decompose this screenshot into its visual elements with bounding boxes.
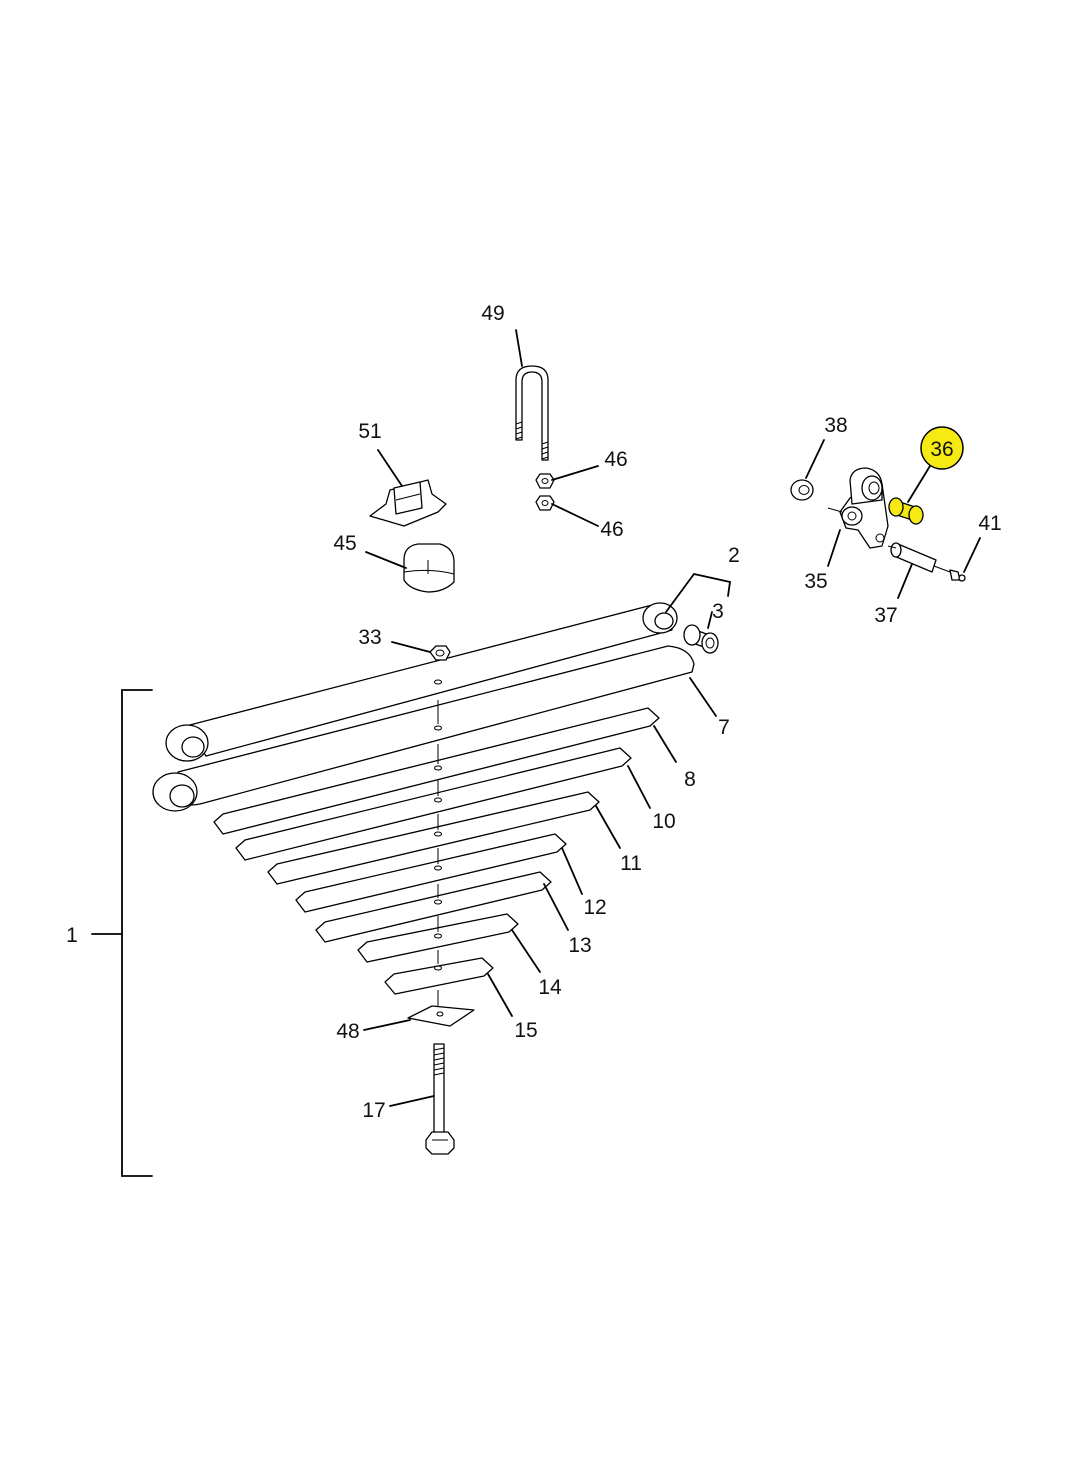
bushing-3[interactable]: [683, 624, 719, 654]
callout-10[interactable]: 10: [652, 810, 675, 833]
leaf-15[interactable]: [384, 957, 494, 995]
callout-15[interactable]: 15: [514, 1019, 537, 1042]
grease-fitting-41[interactable]: [949, 569, 966, 582]
washer-38[interactable]: [790, 479, 814, 501]
callout-1[interactable]: 1: [66, 924, 78, 947]
callout-13[interactable]: 13: [568, 934, 591, 957]
callout-41[interactable]: 41: [978, 512, 1001, 535]
bushing-36[interactable]: [888, 497, 924, 525]
callout-45[interactable]: 45: [333, 532, 356, 555]
spring-seat-51[interactable]: [369, 479, 447, 527]
callout-37[interactable]: 37: [874, 604, 897, 627]
callout-46-upper[interactable]: 46: [604, 448, 627, 471]
callout-48[interactable]: 48: [336, 1020, 359, 1043]
callout-11[interactable]: 11: [620, 852, 642, 875]
leader-lines: [363, 329, 981, 1107]
callout-labels: 49 51 46 46 45 33 2 3 7 8 10 11 12 13 14…: [66, 302, 1002, 1122]
callout-36-highlight: [920, 426, 964, 470]
callout-12[interactable]: 12: [583, 896, 606, 919]
callout-33[interactable]: 33: [358, 626, 381, 649]
nut-46-upper[interactable]: [535, 473, 555, 489]
callout-46-lower[interactable]: 46: [600, 518, 623, 541]
callout-49[interactable]: 49: [481, 302, 504, 325]
callout-35[interactable]: 35: [804, 570, 827, 593]
leaf-spring-stack: [152, 602, 695, 995]
leaf-8[interactable]: [213, 707, 660, 835]
center-bolt-17[interactable]: [425, 1043, 455, 1155]
callout-7[interactable]: 7: [718, 716, 730, 739]
leaf-2-front-eye: [642, 602, 678, 634]
leaf-7-eye: [152, 772, 198, 812]
leaf-11[interactable]: [267, 791, 600, 885]
callout-36[interactable]: 36: [930, 438, 953, 461]
leaf-13[interactable]: [315, 871, 552, 943]
leaf-2-rear-eye: [165, 724, 209, 762]
callout-38[interactable]: 38: [824, 414, 847, 437]
pin-37[interactable]: [887, 542, 951, 573]
bump-stop-45[interactable]: [403, 543, 455, 593]
nut-33[interactable]: [429, 645, 451, 661]
callout-3[interactable]: 3: [712, 600, 724, 623]
nut-46-lower[interactable]: [535, 495, 555, 511]
shackle-35[interactable]: [827, 467, 889, 549]
callout-14[interactable]: 14: [538, 976, 562, 999]
callout-51[interactable]: 51: [358, 420, 381, 443]
leaf-12[interactable]: [295, 833, 567, 913]
callout-17[interactable]: 17: [362, 1099, 385, 1122]
callout-8[interactable]: 8: [684, 768, 696, 791]
leaf-10[interactable]: [235, 747, 632, 861]
u-bolt-49[interactable]: [515, 365, 549, 461]
assembly-bracket: [91, 689, 153, 1177]
callout-2[interactable]: 2: [728, 544, 740, 567]
